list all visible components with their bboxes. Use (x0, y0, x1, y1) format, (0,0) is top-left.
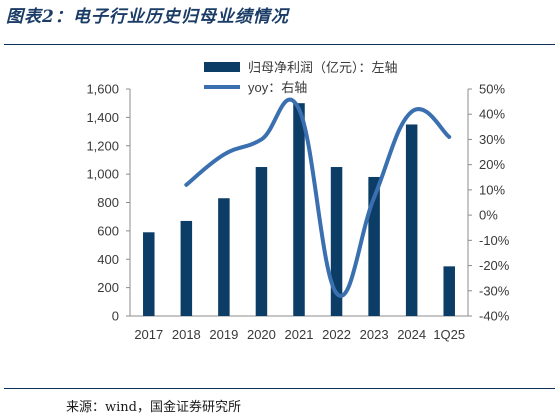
yoy-line (184, 97, 452, 298)
left-tick-label: 400 (97, 252, 119, 267)
right-tick-label: -40% (479, 309, 510, 324)
left-tick-label: 1,600 (86, 82, 119, 97)
right-tick-label: -10% (479, 233, 510, 248)
bar (330, 167, 343, 316)
x-tick-label: 2017 (134, 327, 163, 342)
left-tick-label: 0 (112, 309, 119, 324)
bar (143, 232, 155, 316)
legend-bar-label: 归母净利润（亿元）：左轴 (248, 60, 398, 75)
x-tick-label: 2024 (397, 327, 426, 342)
bar (443, 266, 455, 316)
left-tick-label: 1,400 (86, 110, 119, 125)
figure-title: 图表2：电子行业历史归母业绩情况 (6, 7, 289, 27)
x-tick-label: 2023 (360, 327, 389, 342)
right-tick-label: 10% (479, 182, 505, 197)
left-tick-label: 600 (97, 223, 119, 238)
bar (293, 103, 305, 316)
x-tick-label: 1Q25 (433, 327, 465, 342)
left-tick-label: 1,200 (86, 138, 119, 153)
right-tick-label: 30% (479, 132, 505, 147)
right-tick-label: -30% (479, 283, 510, 298)
source-note: 来源：wind，国金证券研究所 (66, 400, 241, 415)
left-tick-label: 200 (97, 280, 119, 295)
bar-series (143, 103, 455, 316)
line-series (184, 97, 452, 298)
axes: 0 200 400 600 800 1,000 1,200 1,400 1,600 -40% -30… (86, 82, 509, 343)
x-tick-label: 2021 (285, 327, 314, 342)
legend-bar-swatch (204, 62, 240, 72)
bar (405, 124, 418, 316)
legend-line-label: yoy：右轴 (248, 80, 307, 95)
bar (255, 167, 268, 316)
right-tick-label: 40% (479, 107, 505, 122)
bar (180, 220, 193, 316)
x-tick-label: 2020 (247, 327, 276, 342)
x-tick-label: 2022 (322, 327, 351, 342)
bar (368, 176, 380, 316)
legend: 归母净利润（亿元）：左轴 yoy：右轴 (204, 60, 398, 95)
right-tick-label: -20% (479, 258, 510, 273)
left-tick-label: 800 (97, 195, 119, 210)
right-tick-label: 50% (479, 82, 505, 97)
bottom-divider (4, 388, 555, 389)
left-tick-label: 1,000 (86, 167, 119, 182)
right-tick-label: 0% (479, 208, 498, 223)
x-tick-label: 2018 (172, 327, 201, 342)
right-tick-label: 20% (479, 157, 505, 172)
x-tick-label: 2019 (209, 327, 238, 342)
bar (218, 198, 230, 316)
top-divider (4, 44, 555, 45)
